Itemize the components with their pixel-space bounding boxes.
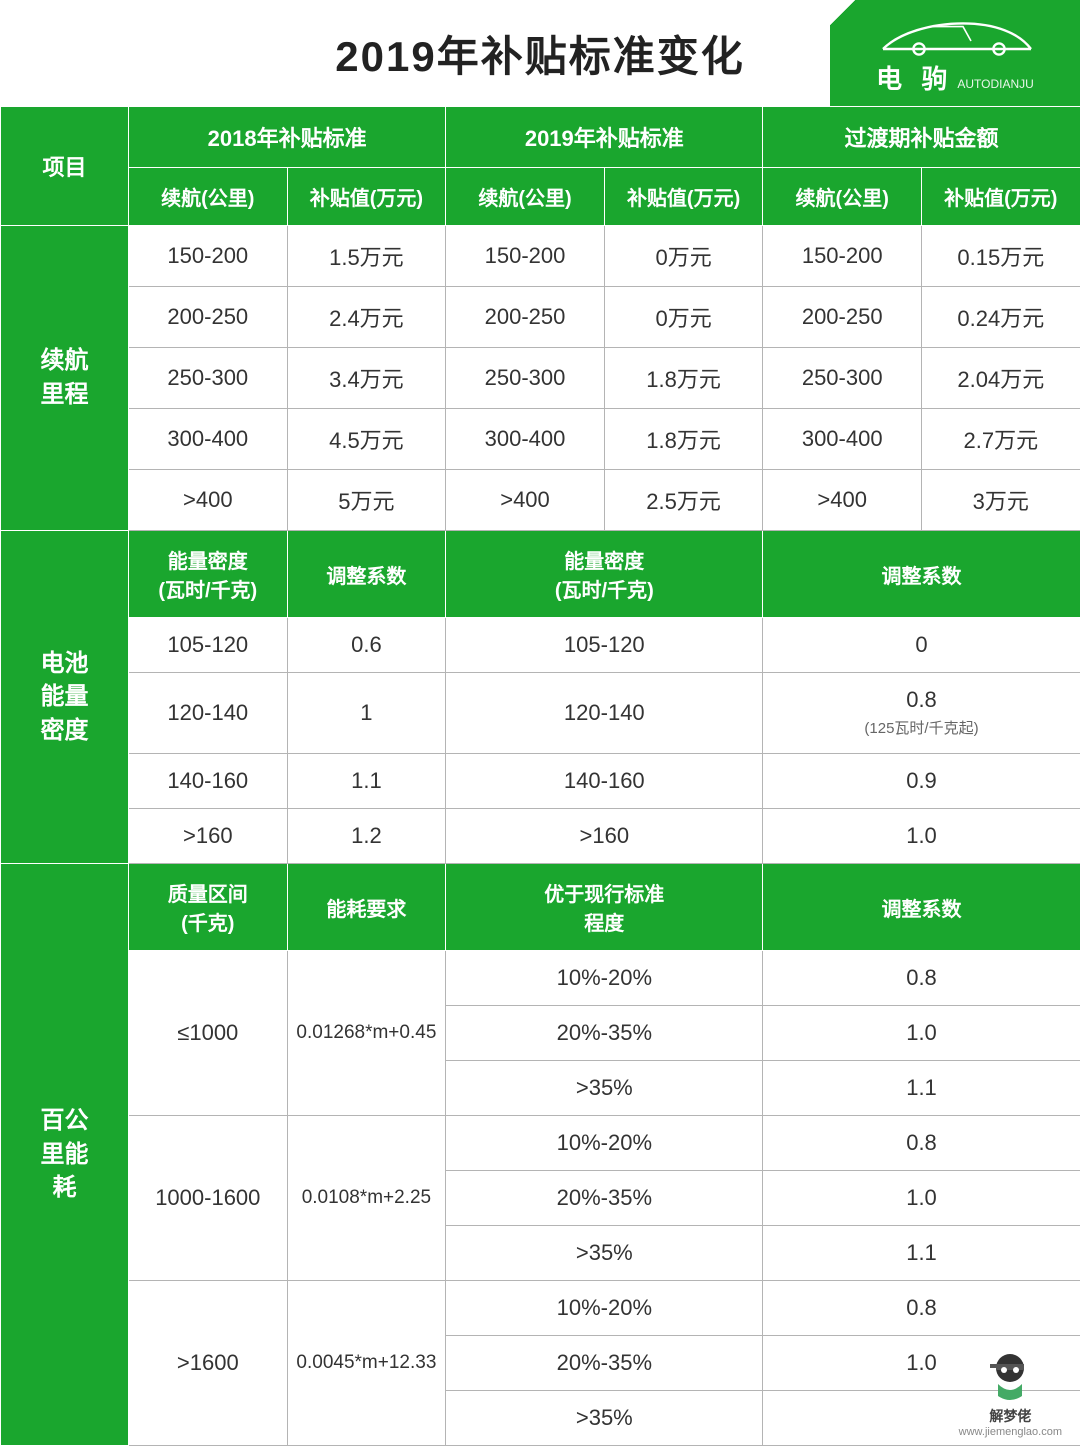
- s1-cell: 3.4万元: [287, 348, 446, 409]
- s2-h-coeff-2018: 调整系数: [287, 531, 446, 618]
- s3-coeff: 1.1: [763, 1226, 1080, 1281]
- s1-cell: 200-250: [129, 287, 288, 348]
- s1-r0-2019r: 150-200: [446, 226, 605, 287]
- s1-cell: 1.8万元: [604, 348, 763, 409]
- s1-cell: 2.4万元: [287, 287, 446, 348]
- s1-cell: 0万元: [604, 287, 763, 348]
- s1-r0-tr: 150-200: [763, 226, 922, 287]
- s1-cell: 300-400: [446, 409, 605, 470]
- s3-mass: ≤1000: [129, 951, 288, 1116]
- s1-cell: 5万元: [287, 470, 446, 531]
- s2-h-density-2018: 能量密度 (瓦时/千克): [129, 531, 288, 618]
- s3-coeff: 0.8: [763, 1281, 1080, 1336]
- s1-cell: 2.04万元: [922, 348, 1080, 409]
- s3-better: 10%-20%: [446, 1116, 763, 1171]
- s1-r0-2019v: 0万元: [604, 226, 763, 287]
- s3-req: 0.0108*m+2.25: [287, 1116, 446, 1281]
- section1-label: 续航 里程: [1, 226, 129, 531]
- s2-h-density-2019: 能量密度 (瓦时/千克): [446, 531, 763, 618]
- sub-val-2019: 补贴值(万元): [604, 168, 763, 226]
- s1-r0-tv: 0.15万元: [922, 226, 1080, 287]
- s3-mass: 1000-1600: [129, 1116, 288, 1281]
- section2-label: 电池 能量 密度: [1, 531, 129, 864]
- watermark-url: www.jiemenglao.com: [959, 1426, 1062, 1438]
- brand-badge: 电 驹 AUTODIANJU: [830, 0, 1080, 106]
- s3-better: 20%-35%: [446, 1171, 763, 1226]
- corner-header: 项目: [1, 107, 129, 226]
- s3-mass: >1600: [129, 1281, 288, 1446]
- s1-r0-2018v: 1.5万元: [287, 226, 446, 287]
- s3-better: 10%-20%: [446, 951, 763, 1006]
- s1-cell: 2.5万元: [604, 470, 763, 531]
- s2-cell: 0.6: [287, 618, 446, 673]
- group-2018-header: 2018年补贴标准: [129, 107, 446, 168]
- s2-cell: 1.2: [287, 809, 446, 864]
- s3-better: 10%-20%: [446, 1281, 763, 1336]
- brand-name-en: AUTODIANJU: [957, 77, 1033, 91]
- s1-cell: 200-250: [763, 287, 922, 348]
- s3-coeff: 1.0: [763, 1171, 1080, 1226]
- s3-better: >35%: [446, 1061, 763, 1116]
- s3-h-better: 优于现行标准 程度: [446, 864, 763, 951]
- s2-cell: 0.9: [763, 754, 1080, 809]
- s3-h-coeff: 调整系数: [763, 864, 1080, 951]
- sub-range-trans: 续航(公里): [763, 168, 922, 226]
- watermark-site: 解梦佬: [989, 1406, 1031, 1426]
- s3-coeff: 1.0: [763, 1006, 1080, 1061]
- s3-req: 0.01268*m+0.45: [287, 951, 446, 1116]
- s1-cell: 250-300: [763, 348, 922, 409]
- s2-cell: >160: [446, 809, 763, 864]
- s1-cell: 300-400: [129, 409, 288, 470]
- s1-r0-2018r: 150-200: [129, 226, 288, 287]
- s3-req: 0.0045*m+12.33: [287, 1281, 446, 1446]
- s2-cell: 0: [763, 618, 1080, 673]
- s2-cell: 120-140: [446, 673, 763, 754]
- sub-range-2018: 续航(公里): [129, 168, 288, 226]
- s3-better: >35%: [446, 1391, 763, 1446]
- s3-better: 20%-35%: [446, 1006, 763, 1061]
- s1-cell: >400: [763, 470, 922, 531]
- s1-cell: 200-250: [446, 287, 605, 348]
- s2-cell: 140-160: [129, 754, 288, 809]
- s2-cell: 140-160: [446, 754, 763, 809]
- s2-cell: 1: [287, 673, 446, 754]
- s2-cell: 105-120: [446, 618, 763, 673]
- s1-cell: 250-300: [129, 348, 288, 409]
- s3-coeff: 0.8: [763, 1116, 1080, 1171]
- brand-name-cn: 电 驹: [876, 59, 953, 96]
- s2-cell: 1.0: [763, 809, 1080, 864]
- s2-cell: 1.1: [287, 754, 446, 809]
- section3-label: 百公 里能 耗: [1, 864, 129, 1446]
- s1-cell: 4.5万元: [287, 409, 446, 470]
- s1-cell: 3万元: [922, 470, 1080, 531]
- group-transition-header: 过渡期补贴金额: [763, 107, 1080, 168]
- s2-cell: 0.8 (125瓦时/千克起): [763, 673, 1080, 754]
- car-outline-icon: [875, 15, 1035, 59]
- s1-cell: 300-400: [763, 409, 922, 470]
- s1-cell: 0.24万元: [922, 287, 1080, 348]
- subsidy-table: 项目 2018年补贴标准 2019年补贴标准 过渡期补贴金额 续航(公里) 补贴…: [0, 106, 1080, 1446]
- s1-cell: 250-300: [446, 348, 605, 409]
- s1-cell: >400: [446, 470, 605, 531]
- s2-h-coeff-2019: 调整系数: [763, 531, 1080, 618]
- watermark: 解梦佬 www.jiemenglao.com: [959, 1346, 1062, 1438]
- s3-h-req: 能耗要求: [287, 864, 446, 951]
- s2-cell: 105-120: [129, 618, 288, 673]
- s3-coeff: 0.8: [763, 951, 1080, 1006]
- s3-better: 20%-35%: [446, 1336, 763, 1391]
- s3-coeff: 1.1: [763, 1061, 1080, 1116]
- sub-val-trans: 补贴值(万元): [922, 168, 1080, 226]
- s2-cell: 120-140: [129, 673, 288, 754]
- s1-cell: >400: [129, 470, 288, 531]
- s2-cell: >160: [129, 809, 288, 864]
- sub-val-2018: 补贴值(万元): [287, 168, 446, 226]
- sub-range-2019: 续航(公里): [446, 168, 605, 226]
- group-2019-header: 2019年补贴标准: [446, 107, 763, 168]
- watermark-icon: [980, 1346, 1040, 1406]
- s1-cell: 2.7万元: [922, 409, 1080, 470]
- s3-better: >35%: [446, 1226, 763, 1281]
- s3-h-mass: 质量区间 (千克): [129, 864, 288, 951]
- s1-cell: 1.8万元: [604, 409, 763, 470]
- page-header: 2019年补贴标准变化 电 驹 AUTODIANJU: [0, 0, 1080, 106]
